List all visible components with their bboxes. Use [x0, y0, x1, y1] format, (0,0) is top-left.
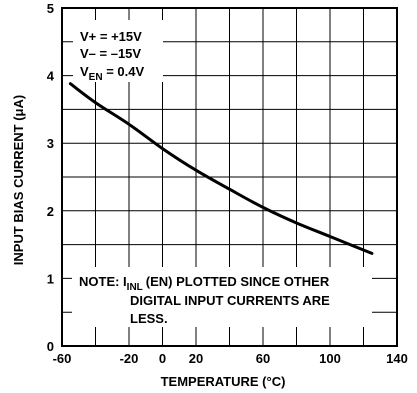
condition-ven-subscript: EN — [89, 72, 103, 83]
x-axis-tick-labels: -60 -20 0 20 60 100 140 — [53, 351, 408, 366]
conditions-box — [73, 20, 163, 82]
y-tick-label: 1 — [47, 271, 54, 286]
note-line-3: LESS. — [130, 311, 168, 326]
y-tick-label: 0 — [47, 339, 54, 354]
series-line-input-bias-current — [68, 82, 374, 255]
x-tick-label: 100 — [319, 351, 341, 366]
condition-vplus: V+ = +15V — [80, 29, 142, 44]
condition-ven-prefix: V — [80, 64, 89, 79]
note-box — [72, 267, 372, 327]
x-tick-label: -60 — [53, 351, 72, 366]
plot-frame — [61, 7, 398, 347]
condition-vminus: V– = –15V — [80, 46, 141, 61]
x-tick-label: -20 — [120, 351, 139, 366]
y-tick-label: 2 — [47, 204, 54, 219]
y-tick-label: 3 — [47, 136, 54, 151]
condition-ven: VEN = 0.4V — [80, 64, 144, 83]
x-tick-label: 0 — [159, 351, 166, 366]
x-tick-label: 140 — [386, 351, 408, 366]
note-subscript: INL — [127, 282, 143, 293]
x-axis-label: TEMPERATURE (°C) — [161, 374, 286, 389]
note-line-1: NOTE: IINL (EN) PLOTTED SINCE OTHER — [79, 274, 330, 293]
y-tick-label: 5 — [47, 1, 54, 16]
y-axis-label: INPUT BIAS CURRENT (μA) — [11, 95, 26, 265]
note-prefix: NOTE: I — [79, 274, 127, 289]
x-tick-label: 20 — [189, 351, 203, 366]
x-tick-label: 60 — [256, 351, 270, 366]
condition-ven-suffix: = 0.4V — [103, 64, 145, 79]
note-line-1-suffix: (EN) PLOTTED SINCE OTHER — [146, 274, 330, 289]
y-axis-tick-labels: 0 1 2 3 4 5 — [47, 1, 55, 354]
note-line-2: DIGITAL INPUT CURRENTS ARE — [130, 293, 330, 308]
y-tick-label: 4 — [47, 69, 55, 84]
